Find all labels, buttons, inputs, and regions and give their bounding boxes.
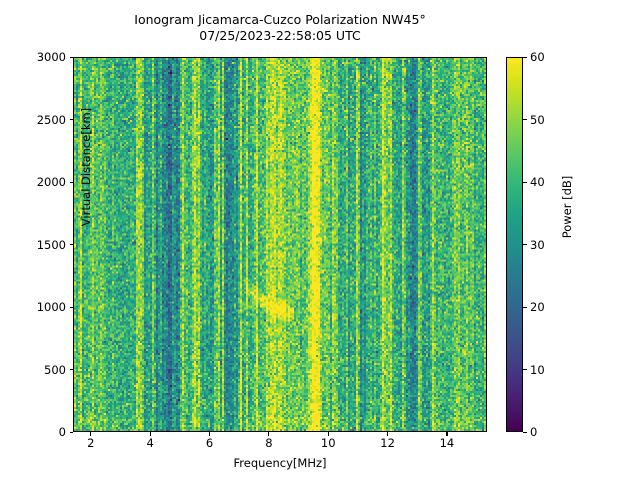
power-colorbar bbox=[506, 57, 523, 432]
x-tick-mark bbox=[268, 432, 270, 436]
y-tick-label: 3000 bbox=[36, 50, 66, 64]
x-axis-label: Frequency[MHz] bbox=[233, 456, 327, 470]
y-tick-mark bbox=[69, 181, 73, 183]
colorbar-tick-label: 0 bbox=[530, 425, 538, 439]
colorbar-tick-mark bbox=[523, 244, 527, 245]
x-tick-mark bbox=[327, 432, 329, 436]
colorbar-tick-mark bbox=[523, 369, 527, 370]
colorbar-tick-label: 10 bbox=[530, 362, 545, 377]
y-tick-mark bbox=[69, 119, 73, 121]
x-tick-label: 10 bbox=[320, 436, 336, 450]
x-tick-mark bbox=[446, 432, 448, 436]
colorbar-tick-label: 20 bbox=[530, 300, 545, 314]
y-tick-mark bbox=[69, 369, 73, 371]
x-tick-label: 14 bbox=[439, 436, 455, 450]
heatmap-axes bbox=[73, 57, 487, 432]
y-tick-label: 1500 bbox=[36, 237, 66, 252]
x-tick-mark bbox=[149, 432, 151, 436]
colorbar-tick-label: 40 bbox=[530, 175, 545, 189]
x-tick-label: 12 bbox=[380, 436, 395, 450]
x-tick-mark bbox=[387, 432, 389, 436]
x-tick-label: 8 bbox=[265, 436, 273, 450]
y-tick-label: 0 bbox=[58, 425, 66, 439]
chart-title: Ionogram Jicamarca-Cuzco Polarization NW… bbox=[134, 12, 426, 43]
colorbar-tick-mark bbox=[523, 56, 527, 58]
y-tick-label: 2500 bbox=[36, 112, 66, 127]
colorbar-tick-mark bbox=[523, 119, 527, 120]
colorbar-tick-label: 30 bbox=[530, 237, 545, 252]
y-axis-ticks: 0 500 1000 1500 2000 2500 3000 bbox=[20, 0, 73, 480]
x-tick-label: 4 bbox=[146, 436, 154, 450]
colorbar-label: Power [dB] bbox=[560, 175, 574, 239]
x-tick-mark bbox=[90, 432, 92, 436]
y-tick-mark bbox=[69, 244, 73, 246]
colorbar-tick-label: 60 bbox=[530, 50, 545, 64]
y-tick-label: 2000 bbox=[36, 175, 66, 189]
colorbar-tick-mark bbox=[523, 431, 527, 433]
ionogram-heatmap bbox=[74, 58, 486, 431]
colorbar-tick-label: 50 bbox=[530, 112, 545, 127]
colorbar-tick-mark bbox=[523, 306, 527, 308]
x-tick-mark bbox=[209, 432, 211, 436]
y-tick-label: 500 bbox=[44, 362, 66, 377]
x-tick-label: 2 bbox=[87, 436, 95, 450]
x-tick-label: 6 bbox=[205, 436, 214, 450]
y-tick-mark bbox=[69, 431, 73, 433]
y-tick-label: 1000 bbox=[36, 300, 66, 314]
colorbar-tick-mark bbox=[523, 181, 527, 183]
y-tick-mark bbox=[69, 56, 73, 58]
y-tick-mark bbox=[69, 306, 73, 308]
y-axis-label: Virtual Distance[km] bbox=[79, 107, 93, 227]
